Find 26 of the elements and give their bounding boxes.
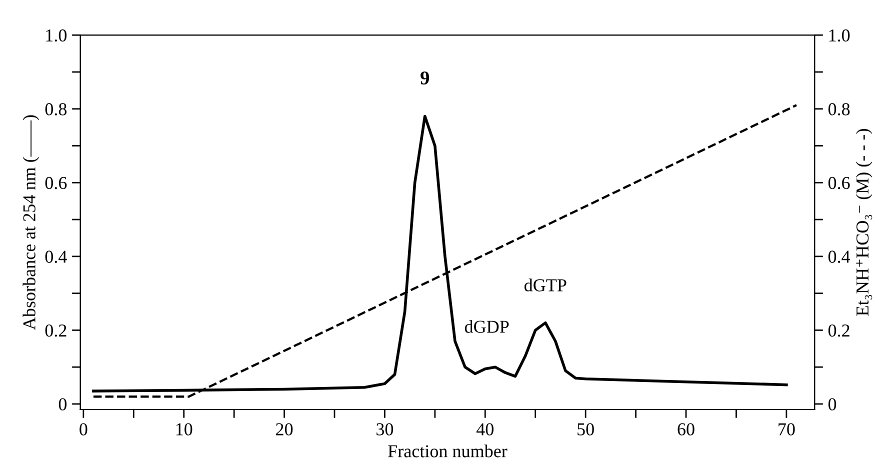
y-tick-label: 0.8 xyxy=(45,103,67,116)
x-tick-label: 60 xyxy=(678,423,694,436)
annotation: dGTP xyxy=(524,278,566,292)
y2-tick-label: 0.8 xyxy=(828,103,850,116)
annotation: dGDP xyxy=(464,320,509,333)
y-tick-label: 1.0 xyxy=(46,29,67,42)
x-tick-label: 70 xyxy=(778,423,795,436)
y2-axis-title: Et₃NH⁺HCO₃⁻ (M) (- - -) xyxy=(856,129,872,316)
y2-tick-label: 0.2 xyxy=(828,324,850,337)
y2-tick-label: 0.6 xyxy=(828,176,850,190)
x-tick-label: 10 xyxy=(176,423,192,436)
y2-tick-label: 0 xyxy=(828,398,836,410)
y2-tick-label: 1.0 xyxy=(829,29,850,42)
y-tick-label: 0.4 xyxy=(45,250,67,263)
x-tick-label: 40 xyxy=(476,423,494,436)
x-tick-label: 0 xyxy=(80,423,88,436)
y-tick-label: 0 xyxy=(58,398,67,410)
x-tick-label: 20 xyxy=(276,423,293,436)
x-tick-label: 50 xyxy=(578,423,594,436)
y-axis-title: Absorbance at 254 nm (——) xyxy=(22,115,40,330)
x-tick-label: 30 xyxy=(376,423,394,436)
y-tick-label: 0.6 xyxy=(45,176,67,190)
y-tick-label: 0.2 xyxy=(45,324,66,337)
y2-tick-label: 0.4 xyxy=(828,250,850,263)
x-axis-title: Fraction number xyxy=(388,444,508,458)
annotation: 9 xyxy=(420,71,430,85)
